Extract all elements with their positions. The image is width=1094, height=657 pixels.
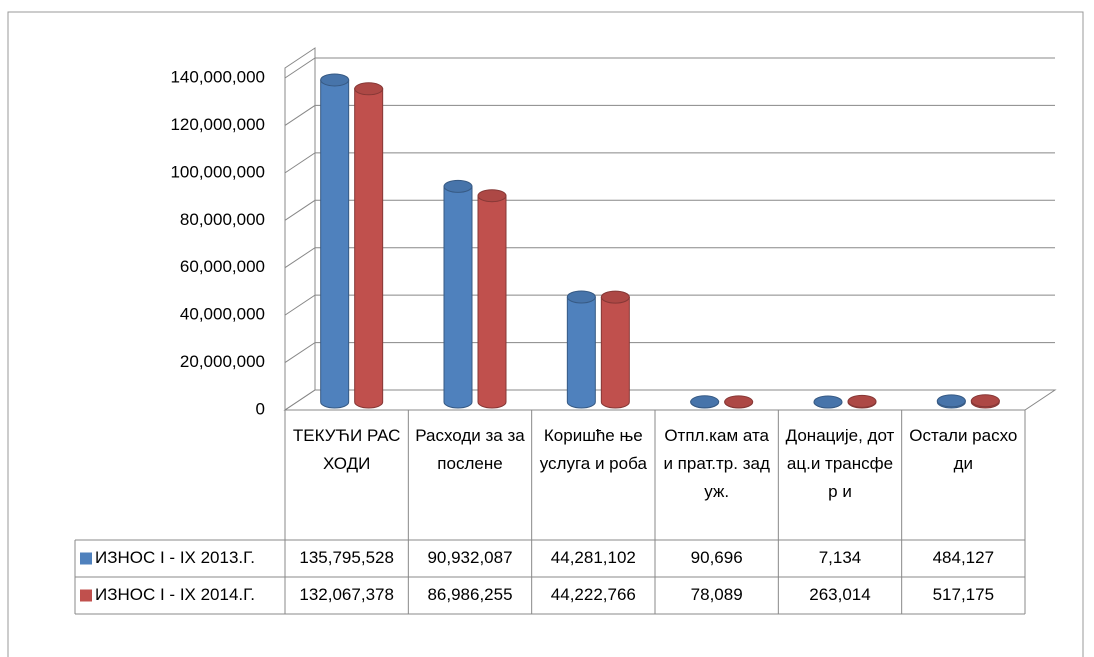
category-label: Донације, дотац.и трансфер и xyxy=(785,426,895,501)
bar-part xyxy=(600,296,630,409)
bar xyxy=(566,290,596,409)
bar xyxy=(354,82,384,409)
grid-line xyxy=(284,199,1055,221)
table-value: 132,067,378 xyxy=(299,585,394,604)
bar xyxy=(477,189,507,409)
category-label: Коришће ње услуга и роба xyxy=(539,426,647,473)
y-tick-label: 100,000,000 xyxy=(170,162,265,181)
bar-part xyxy=(600,290,630,304)
bar-part xyxy=(724,395,754,409)
table-value: 90,696 xyxy=(691,548,743,567)
bar-part xyxy=(566,296,596,409)
bar xyxy=(847,394,877,409)
bar-part xyxy=(443,179,473,193)
grid-line xyxy=(284,389,1055,411)
y-tick-label: 80,000,000 xyxy=(180,210,265,229)
table-value: 44,281,102 xyxy=(551,548,636,567)
back-wall xyxy=(284,47,316,410)
grid-line xyxy=(284,57,1055,79)
legend-label: ИЗНОС I - IX 2014.Г. xyxy=(95,585,255,604)
table-value: 90,932,087 xyxy=(427,548,512,567)
category-label: Расходи за запослене xyxy=(415,426,525,473)
legend-label: ИЗНОС I - IX 2013.Г. xyxy=(95,548,255,567)
table-value: 517,175 xyxy=(933,585,994,604)
y-tick-label: 60,000,000 xyxy=(180,257,265,276)
bar-part xyxy=(443,185,473,409)
grid-line xyxy=(284,342,1055,363)
bar xyxy=(813,395,843,409)
category-label: Отпл.кам ата и прат.тр. задуж. xyxy=(663,426,770,501)
table-value: 484,127 xyxy=(933,548,994,567)
y-tick-label: 140,000,000 xyxy=(170,67,265,86)
bar xyxy=(443,179,473,409)
y-tick-label: 40,000,000 xyxy=(180,305,265,324)
bar-part xyxy=(690,395,720,409)
legend-swatch xyxy=(80,552,92,565)
bar xyxy=(320,73,350,409)
bar-part xyxy=(813,395,843,409)
bar-part xyxy=(970,394,1000,408)
bar-part xyxy=(354,88,384,409)
y-tick-label: 120,000,000 xyxy=(170,115,265,134)
bar xyxy=(600,290,630,409)
table-value: 7,134 xyxy=(819,548,862,567)
grid-line xyxy=(284,152,1055,174)
grid-line xyxy=(284,294,1055,316)
bar xyxy=(936,394,966,409)
y-tick-label: 20,000,000 xyxy=(180,352,265,371)
table-value: 263,014 xyxy=(809,585,870,604)
bar-part xyxy=(477,189,507,203)
bar xyxy=(690,395,720,409)
y-tick-label: 0 xyxy=(256,399,265,418)
bar-part xyxy=(354,82,384,96)
bar-part xyxy=(566,290,596,304)
bar xyxy=(970,394,1000,409)
bar-part xyxy=(847,394,877,408)
table-value: 78,089 xyxy=(691,585,743,604)
grid-line xyxy=(284,247,1055,269)
bar-part xyxy=(320,79,350,409)
legend-swatch xyxy=(80,589,92,602)
bar xyxy=(724,395,754,409)
category-label: Остали расходи xyxy=(909,426,1018,473)
bar-part xyxy=(477,195,507,409)
bar-part xyxy=(320,73,350,87)
table-value: 44,222,766 xyxy=(551,585,636,604)
frame xyxy=(7,11,1084,657)
table-value: 86,986,255 xyxy=(427,585,512,604)
grid-line xyxy=(284,104,1055,126)
bar-part xyxy=(936,394,966,408)
category-label: ТЕКУЋИ РАСХОДИ xyxy=(292,426,401,473)
table-value: 135,795,528 xyxy=(299,548,394,567)
